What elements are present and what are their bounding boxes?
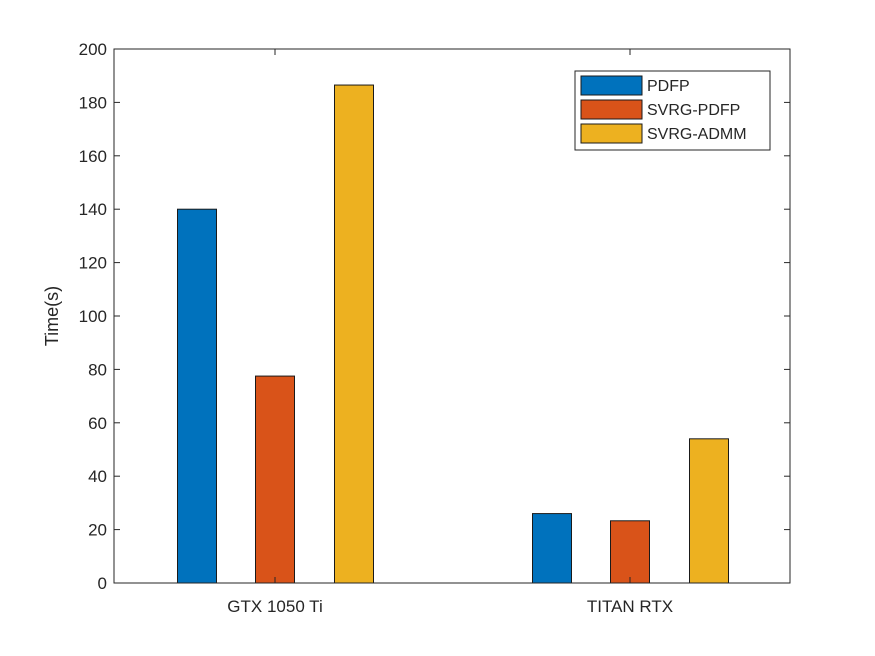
legend-label-pdfp: PDFP xyxy=(647,78,690,95)
legend-label-svrg-pdfp: SVRG-PDFP xyxy=(647,102,740,119)
y-tick-label: 60 xyxy=(88,414,107,433)
legend: PDFP SVRG-PDFP SVRG-ADMM xyxy=(574,70,771,151)
y-tick-label: 100 xyxy=(79,307,107,326)
bars-group xyxy=(177,84,729,584)
bar-svrg-pdfp-0 xyxy=(255,375,295,584)
bar-svrg-admm-1 xyxy=(689,438,729,584)
x-tick-label: GTX 1050 Ti xyxy=(227,597,322,616)
legend-swatch-svrg-pdfp xyxy=(580,99,643,120)
legend-swatch-svrg-admm xyxy=(580,123,643,144)
y-tick-label: 160 xyxy=(79,147,107,166)
x-tick-label: TITAN RTX xyxy=(587,597,673,616)
y-tick-label: 40 xyxy=(88,467,107,486)
y-tick-label: 180 xyxy=(79,93,107,112)
y-tick-label: 140 xyxy=(79,200,107,219)
y-tick-label: 20 xyxy=(88,521,107,540)
bar-pdfp-1 xyxy=(532,513,572,584)
y-tick-label: 80 xyxy=(88,360,107,379)
axes-group: 0 20 40 60 80 100 120 140 160 180 200 GTX 1050 Ti TI… xyxy=(79,40,791,616)
y-tick-label: 120 xyxy=(79,254,107,273)
y-tick-label: 0 xyxy=(98,574,107,593)
bar-pdfp-0 xyxy=(177,208,217,584)
y-tick-label: 200 xyxy=(79,40,107,59)
legend-swatch-pdfp xyxy=(580,75,643,96)
y-axis-label: Time(s) xyxy=(42,286,62,346)
bar-svrg-admm-0 xyxy=(334,84,374,584)
legend-label-svrg-admm: SVRG-ADMM xyxy=(647,126,747,143)
bar-svrg-pdfp-1 xyxy=(610,520,650,584)
